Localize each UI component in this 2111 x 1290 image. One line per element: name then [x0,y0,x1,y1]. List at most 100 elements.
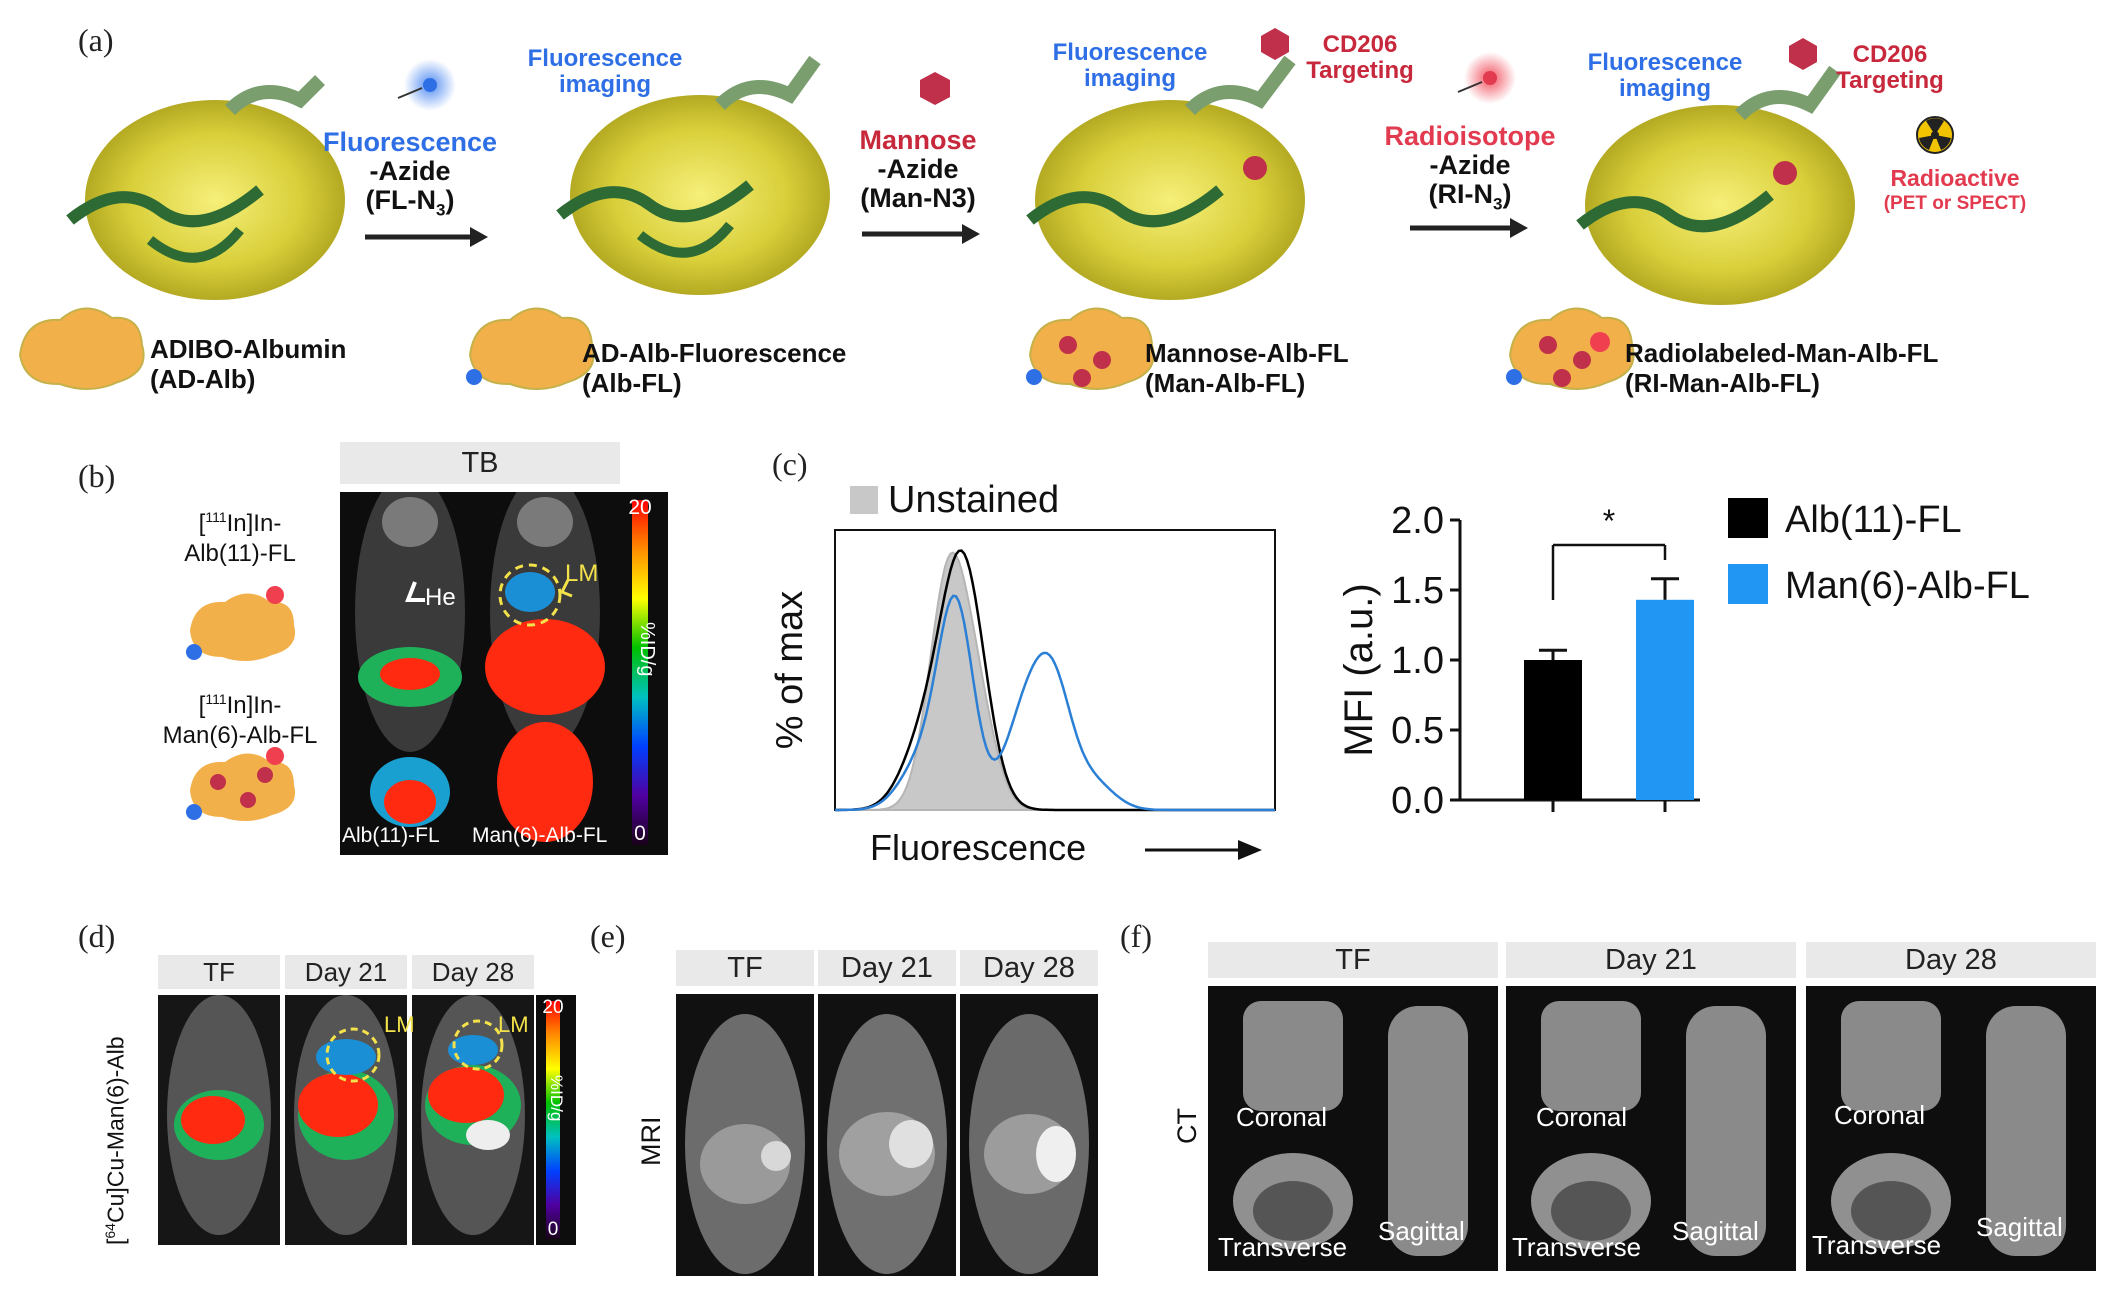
radioactive-label: Radioactive (PET or SPECT) [1883,165,2027,215]
cd206-targeting-label-1: CD206 Targeting [1306,31,1414,84]
ct-label-coronal-tf: Coronal [1236,1102,1328,1132]
fluorescence-imaging-label-1: Fluorescence imaging [527,45,683,98]
step2-reagent-label: Mannose -Azide (Man-N3) [859,125,977,213]
panel-f-header-day28: Day 28 [1806,942,2096,978]
product-label-3: Mannose-Alb-FL (Man-Alb-FL) [1145,338,1349,398]
probe-blobs [186,586,296,822]
colorbar-b: 20 0 %ID/g [620,492,668,855]
ct-label-sagittal-d28: Sagittal [1976,1212,2063,1242]
protein-structure-3 [1026,55,1305,300]
colorbar-d-max: 20 [542,997,564,1018]
colorbar-d: 20 0 %ID/g [536,995,576,1245]
panel-d-ylabel-wrap: [64Cu]Cu-Man(6)-Alb [96,955,136,1255]
panel-f-header-tf: TF [1208,942,1498,978]
ct-label-transverse-d28: Transverse [1812,1230,1942,1260]
ct-label-transverse-tf: Transverse [1218,1232,1348,1262]
lm-label-b: LM [565,560,599,587]
radioactive-icon [1916,116,1954,154]
radioisotope-icon [1457,52,1516,104]
panel-e-ylabel-wrap: MRI [632,1110,672,1170]
panel-label-e: (e) [590,918,626,954]
img-label-alb: Alb(11)-FL [342,824,440,847]
colorbar-b-unit-wrap: %ID/g [624,622,664,742]
albumin-blob-3 [1026,307,1155,390]
bar-ylabel: MFI (a.u.) [1337,583,1381,756]
panel-a-graphics [18,28,1954,390]
panel-f-ct-images [1208,986,2096,1271]
tb-header: TB [340,442,620,484]
step1-reagent-label: Fluorescence -Azide (FL-N3) [322,127,498,220]
fluorescence-imaging-label-2: Fluorescence imaging [1052,39,1208,92]
mfi-bar-chart: 0.00.51.01.52.0 MFI (a.u.) * Alb(11)-FL … [1337,498,2030,822]
panel-d-header-day28: Day 28 [412,955,534,989]
panel-label-c: (c) [772,446,808,482]
panel-e-ylabel: MRI [636,1116,666,1167]
lm-label-d2: LM [498,1012,529,1037]
probe-label-2: [111In]In- Man(6)-Alb-FL [162,691,318,749]
bar-y-tick-label: 0.5 [1391,710,1444,752]
bar-alb [1524,660,1582,800]
pet-image-panel-b: He LM Alb(11)-FL Man(6)-Alb-FL [340,492,620,855]
legend-swatch-man [1728,564,1768,604]
ct-label-sagittal-d21: Sagittal [1672,1216,1759,1246]
step3-reagent-label: Radioisotope -Azide (RI-N3) [1384,121,1556,214]
panel-label-a: (a) [78,22,114,58]
product-label-1: ADIBO-Albumin (AD-Alb) [150,334,347,394]
mannose-icon [920,72,950,105]
panel-f-ylabel: CT [1172,1108,1202,1144]
colorbar-d-min: 0 [547,1219,559,1240]
bar-y-tick-label: 1.0 [1391,640,1444,682]
panel-e-mri-images [676,994,1098,1276]
img-label-man: Man(6)-Alb-FL [472,824,608,847]
panel-e-header-day28: Day 28 [960,950,1098,986]
panel-d-header-tf: TF [158,955,280,989]
colorbar-b-min: 0 [634,822,646,845]
lm-label-d1: LM [384,1012,415,1037]
legend-swatch-alb [1728,498,1768,538]
fluorescence-imaging-label-3: Fluorescence imaging [1587,49,1743,102]
sig-asterisk: * [1603,503,1615,539]
protein-structure-4 [1576,65,1855,305]
ct-label-coronal-d28: Coronal [1834,1100,1926,1130]
bar-y-tick-label: 1.5 [1391,570,1444,612]
albumin-blob-4 [1506,307,1635,390]
he-label: He [425,584,456,611]
legend-label-unstained: Unstained [888,479,1059,521]
histogram-xlabel: Fluorescence [870,827,1086,868]
panel-f-header-day21: Day 21 [1506,942,1796,978]
cd206-targeting-label-2: CD206 Targeting [1836,41,1944,94]
legend-label-man: Man(6)-Alb-FL [1785,565,2030,607]
fluorescence-dye-icon [397,59,456,111]
arrow-3 [1410,218,1528,238]
albumin-blob-2 [466,307,595,390]
arrow-2 [862,224,980,244]
panel-e-header-day21: Day 21 [818,950,956,986]
histogram-ylabel: % of max [770,591,811,749]
histogram-chart: Unstained % of max Fluorescence [770,479,1276,868]
cd206-icon-2 [1789,38,1817,70]
legend-swatch-unstained [850,486,878,514]
colorbar-d-gradient [546,1001,560,1239]
colorbar-b-max: 20 [628,496,652,519]
panel-e-header-tf: TF [676,950,814,986]
bar-marks [1524,577,1694,800]
bar-y-tick-label: 0.0 [1391,780,1444,822]
protein-structure-1 [66,75,345,300]
protein-structure-2 [556,55,830,295]
bar-y-tick-label: 2.0 [1391,500,1444,542]
histogram-series-man [835,594,1275,812]
ct-label-coronal-d21: Coronal [1536,1102,1628,1132]
panel-d-pet-images [158,995,534,1245]
probe-label-1: [111In]In- Alb(11)-FL [184,509,296,567]
legend-label-alb: Alb(11)-FL [1785,499,1962,541]
cd206-icon-1 [1261,28,1289,60]
panel-label-d: (d) [78,918,116,954]
panel-label-f: (f) [1120,918,1152,954]
bar-axis: 0.0 0.5 1.0 1.5 2.0 [1391,500,1700,822]
ct-label-transverse-d21: Transverse [1512,1232,1642,1262]
arrow-1 [365,227,488,247]
panel-d-ylabel: [64Cu]Cu-Man(6)-Alb [102,1036,129,1245]
panel-label-b: (b) [78,458,116,494]
product-label-4: Radiolabeled-Man-Alb-FL (RI-Man-Alb-FL) [1625,338,1939,398]
colorbar-b-gradient [632,500,648,845]
